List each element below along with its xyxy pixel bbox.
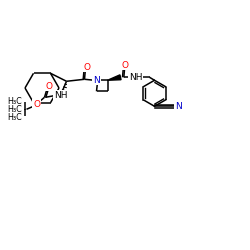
Text: O: O <box>83 63 90 72</box>
Text: NH: NH <box>54 91 67 100</box>
Polygon shape <box>108 75 121 80</box>
Text: O: O <box>46 82 53 91</box>
Text: NH: NH <box>129 73 142 82</box>
Text: H₃C: H₃C <box>8 97 22 106</box>
Text: H₃C: H₃C <box>8 105 22 114</box>
Text: H₃C: H₃C <box>8 113 22 122</box>
Text: O: O <box>121 61 128 70</box>
Text: N: N <box>93 76 100 85</box>
Text: N: N <box>175 102 182 111</box>
Text: O: O <box>33 100 40 109</box>
